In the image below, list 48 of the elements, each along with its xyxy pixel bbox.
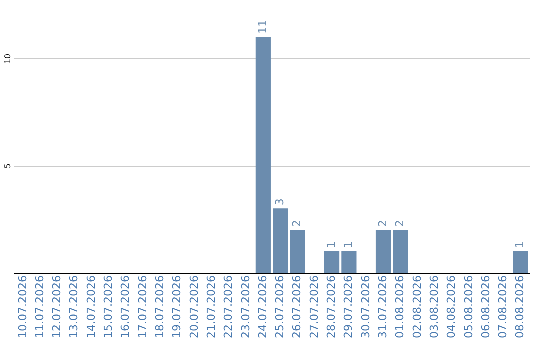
x-tick-label: 21.07.2026 <box>204 276 218 338</box>
x-tick-label: 18.07.2026 <box>153 276 166 338</box>
bar <box>376 230 392 273</box>
x-tick-label: 05.08.2026 <box>462 276 476 338</box>
data-label: 2 <box>394 220 407 228</box>
x-tick-label: 13.07.2026 <box>68 276 81 338</box>
x-tick-label: 15.07.2026 <box>102 276 116 338</box>
data-label: 2 <box>290 220 304 228</box>
x-tick-label: 19.07.2026 <box>170 276 184 338</box>
x-tick-label: 11.07.2026 <box>33 276 46 338</box>
y-tick-label: 10 <box>4 54 12 64</box>
x-tick-label: 30.07.2026 <box>359 276 372 338</box>
x-tick-label: 04.08.2026 <box>445 276 458 338</box>
x-tick-label: 23.07.2026 <box>239 276 252 338</box>
x-tick-label: 02.08.2026 <box>410 276 424 338</box>
data-label: 1 <box>514 242 527 249</box>
x-tick-label: 10.07.2026 <box>16 276 30 338</box>
x-tick-label: 07.08.2026 <box>496 276 510 338</box>
x-tick-label: 27.07.2026 <box>308 276 321 338</box>
x-tick-label: 29.07.2026 <box>342 276 356 338</box>
bar <box>324 252 340 273</box>
bar <box>273 208 288 273</box>
x-tick-label: 08.08.2026 <box>514 276 527 338</box>
x-tick-label: 14.07.2026 <box>84 276 98 338</box>
x-tick-label: 26.07.2026 <box>290 276 304 338</box>
x-tick-label: 17.07.2026 <box>136 276 150 338</box>
y-tick-label: 5 <box>4 164 12 169</box>
bar <box>290 230 306 273</box>
data-label: 2 <box>376 220 390 228</box>
bar <box>513 252 528 273</box>
x-tick-label: 12.07.2026 <box>50 276 64 338</box>
x-tick-label: 25.07.2026 <box>274 276 287 338</box>
bar <box>393 230 408 273</box>
data-label: 1 <box>342 242 356 249</box>
x-tick-label: 06.08.2026 <box>479 276 492 338</box>
bar <box>256 37 271 273</box>
x-tick-label: 03.08.2026 <box>428 276 441 338</box>
x-tick-label: 01.08.2026 <box>394 276 407 338</box>
data-label: 1 <box>325 242 338 249</box>
x-tick-label: 22.07.2026 <box>222 276 236 338</box>
bar <box>342 252 357 273</box>
data-label: 3 <box>274 198 287 206</box>
data-label: 11 <box>256 20 270 34</box>
x-tick-label: 31.07.2026 <box>376 276 390 338</box>
x-tick-label: 28.07.2026 <box>325 276 338 338</box>
x-tick-label: 24.07.2026 <box>256 276 270 338</box>
x-tick-label: 20.07.2026 <box>188 276 201 338</box>
x-tick-label: 16.07.2026 <box>119 276 132 338</box>
